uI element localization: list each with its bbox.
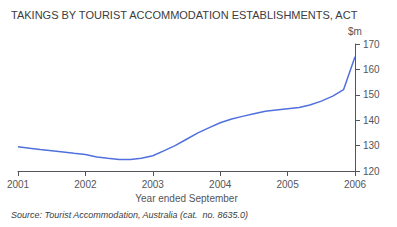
svg-text:2005: 2005 — [276, 179, 299, 190]
svg-text:2003: 2003 — [142, 179, 165, 190]
svg-text:120: 120 — [363, 166, 380, 177]
svg-text:TAKINGS BY TOURIST ACCOMMODATI: TAKINGS BY TOURIST ACCOMMODATION ESTABLI… — [11, 9, 358, 21]
svg-text:Source: Tourist Accommodation,: Source: Tourist Accommodation, Australia… — [11, 210, 248, 220]
svg-text:150: 150 — [363, 89, 380, 100]
svg-text:2004: 2004 — [209, 179, 232, 190]
svg-text:2002: 2002 — [74, 179, 97, 190]
svg-text:$m: $m — [348, 26, 362, 37]
svg-text:170: 170 — [363, 39, 380, 50]
svg-text:130: 130 — [363, 140, 380, 151]
svg-text:2006: 2006 — [344, 179, 367, 190]
svg-text:140: 140 — [363, 115, 380, 126]
svg-text:Year ended September: Year ended September — [135, 193, 238, 204]
svg-text:160: 160 — [363, 64, 380, 75]
svg-text:2001: 2001 — [7, 179, 30, 190]
